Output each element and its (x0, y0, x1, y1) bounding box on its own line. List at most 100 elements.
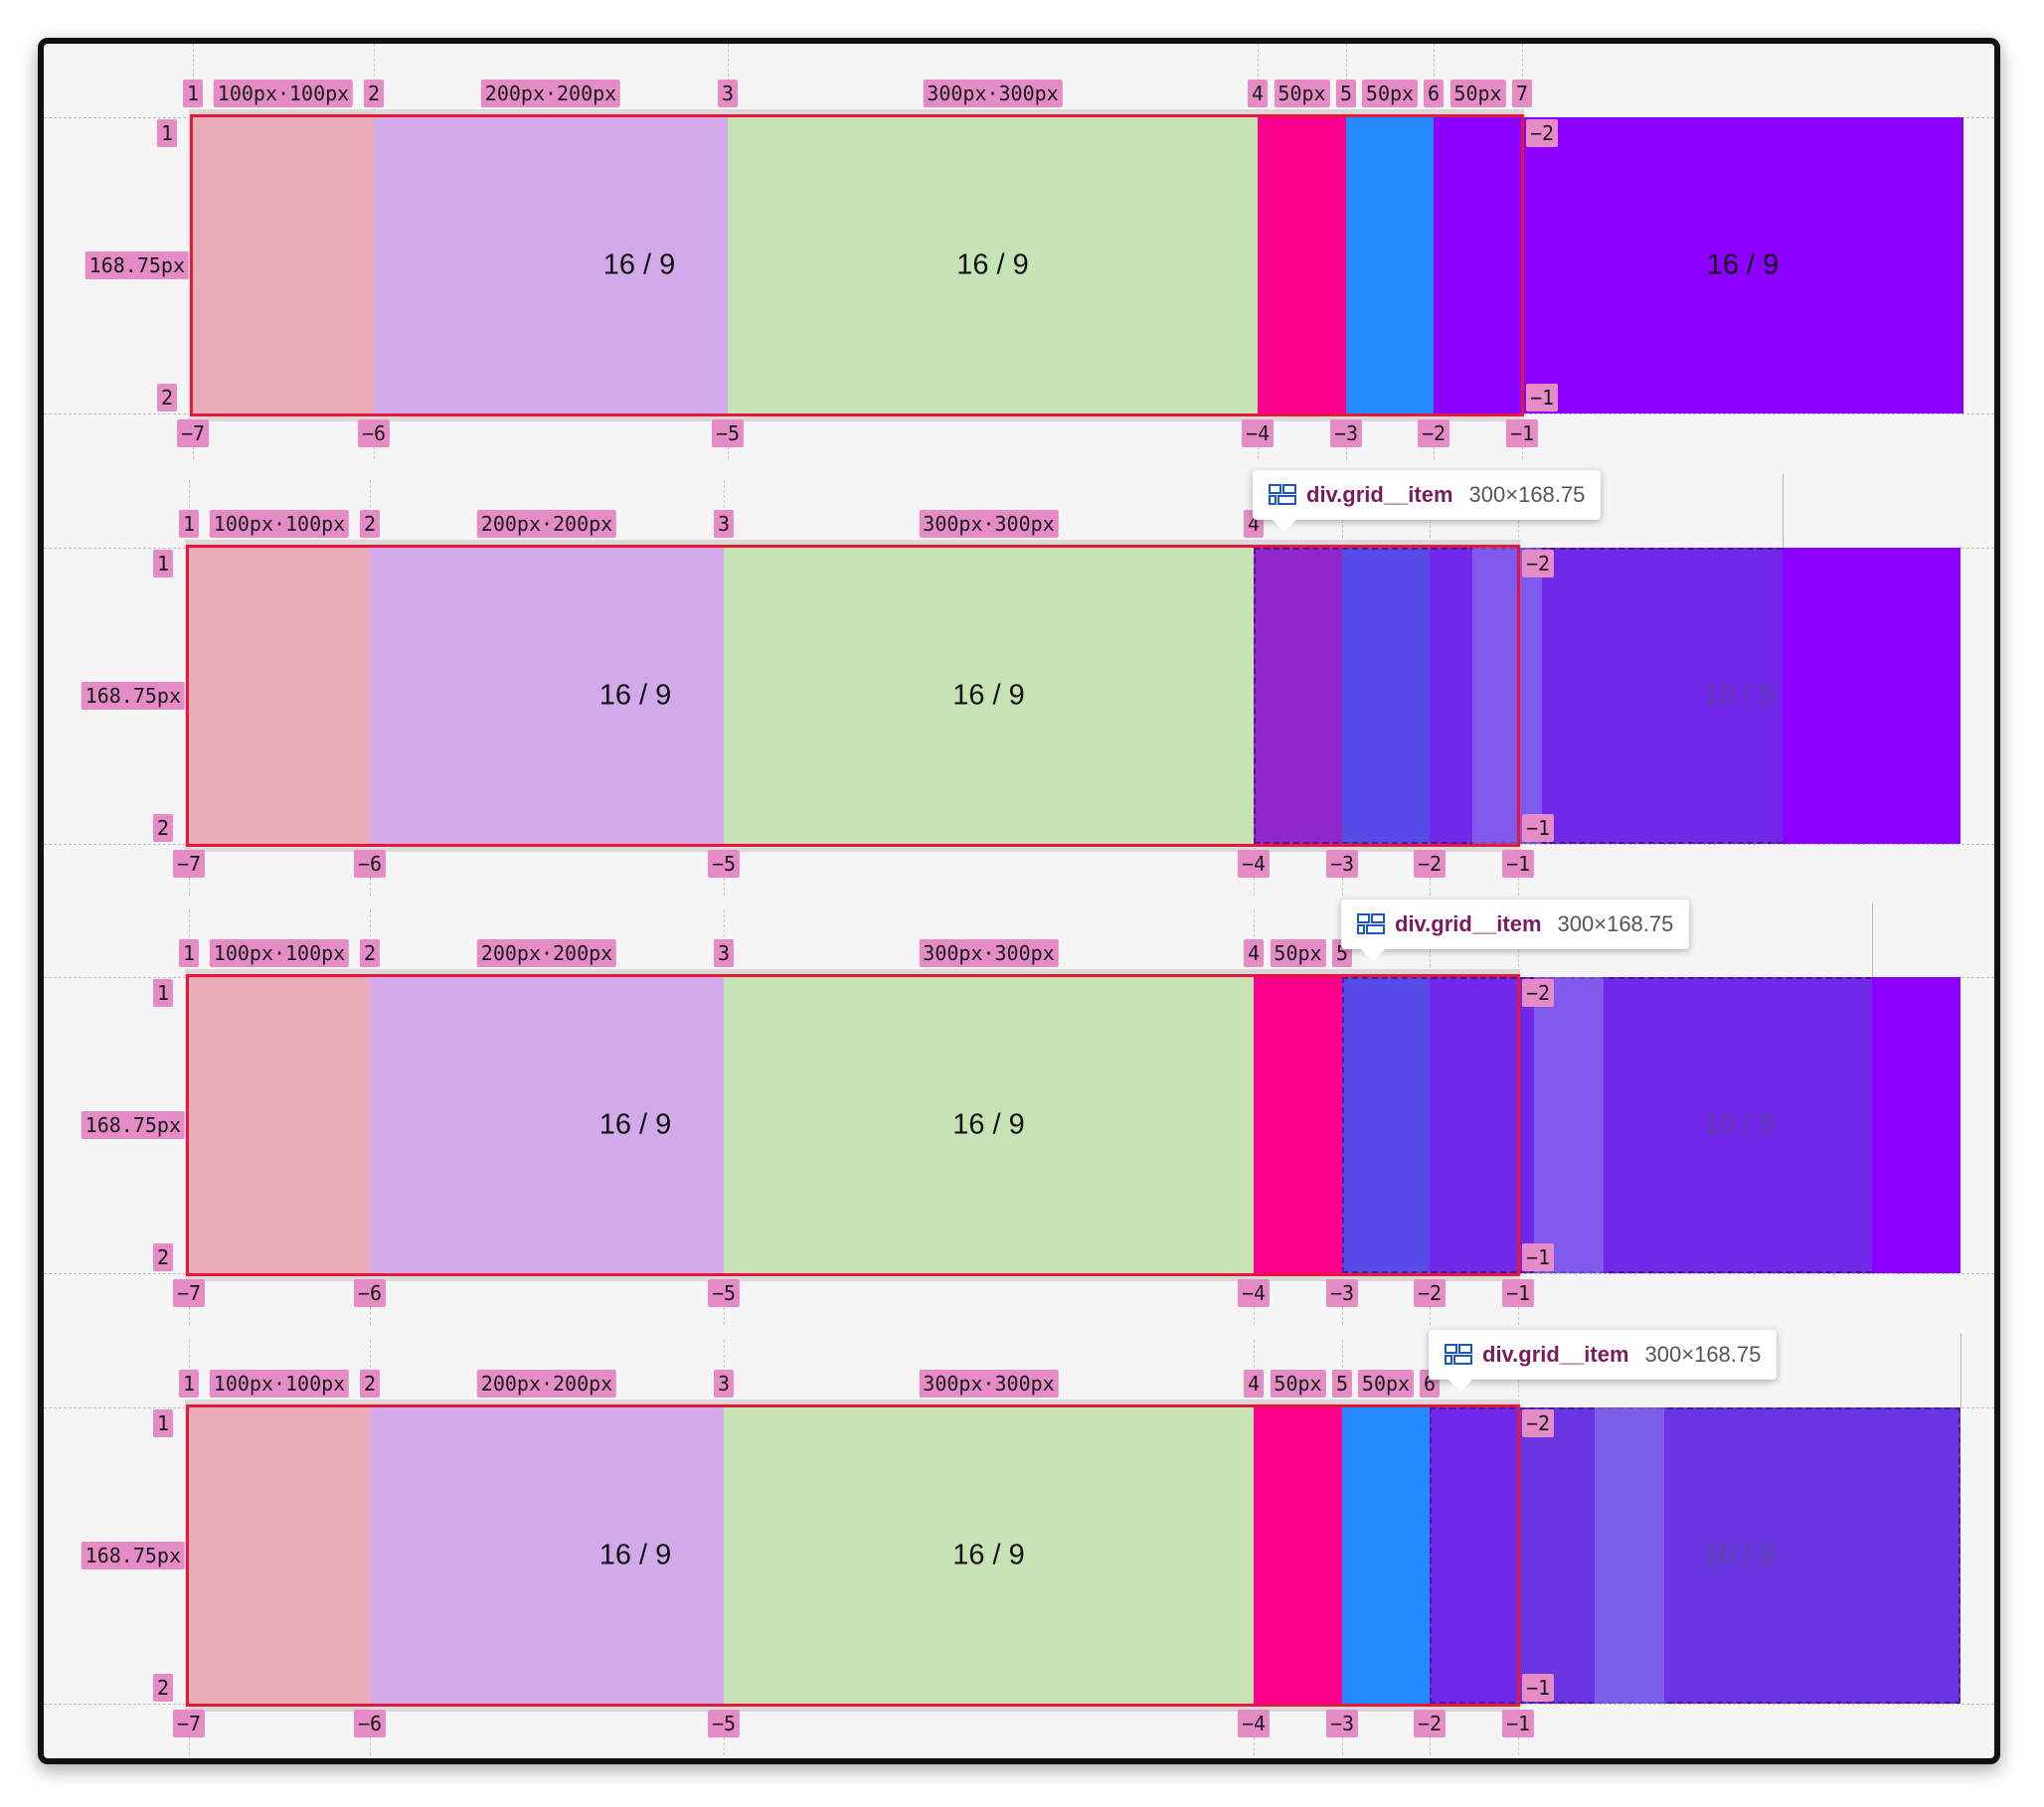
column-line-number: 6 (1423, 80, 1445, 107)
item-ratio-label: 16 / 9 (1703, 1108, 1776, 1141)
column-line-number-negative: −7 (172, 1710, 206, 1737)
track-size-label: 300px·300px (919, 510, 1059, 538)
track-size-label: 300px·300px (919, 939, 1059, 967)
track-size-label: 100px·100px (209, 510, 350, 538)
track-size-label: 50px (1361, 80, 1419, 107)
column-line-number-negative: −4 (1237, 1710, 1271, 1737)
item-ratio-label: 16 / 9 (1703, 679, 1776, 712)
column-line-number: 2 (359, 510, 381, 538)
tooltip-guide (1872, 904, 1873, 977)
grid-item-col3[interactable] (724, 977, 1254, 1273)
element-info-tooltip: div.grid__item 300×168.75 (1341, 900, 1690, 961)
track-size-label: 100px·100px (213, 80, 354, 107)
column-line-number-negative: −2 (1413, 1279, 1447, 1307)
column-line-number-negative: −5 (707, 850, 741, 878)
grid-item-col2[interactable] (374, 117, 728, 413)
grid-item-col1[interactable] (189, 977, 370, 1273)
item-ratio-label: 16 / 9 (598, 1108, 672, 1141)
tooltip-dimensions: 300×168.75 (1468, 482, 1586, 507)
grid-item-col2[interactable] (370, 548, 724, 844)
grid-layout-icon (1269, 484, 1296, 506)
track-size-label: 50px (1357, 1370, 1415, 1397)
implicit-grid-item-visible (1872, 977, 1960, 1273)
column-line-number: 1 (182, 80, 204, 107)
track-size-label: 200px·200px (476, 939, 617, 967)
tooltip-guide (1960, 1334, 1961, 1407)
overlay-gap-band (1534, 977, 1604, 1273)
track-size-label: 50px (1270, 939, 1326, 967)
column-line-number-negative: −3 (1325, 850, 1359, 878)
track-size-label: 50px (1274, 80, 1330, 107)
column-line-number-negative: −7 (172, 850, 206, 878)
item-ratio-label: 16 / 9 (1706, 248, 1780, 281)
grid-item-col4[interactable] (1258, 117, 1346, 413)
column-line-number: 4 (1243, 939, 1265, 967)
row-line-number: 1 (153, 550, 174, 577)
row-line-number-negative: −1 (1522, 1674, 1555, 1702)
implicit-grid-item[interactable] (1522, 117, 1963, 413)
column-line-number-negative: −3 (1325, 1710, 1359, 1737)
row-line-number-negative: −2 (1522, 550, 1555, 577)
tooltip-selector: div.grid__item (1482, 1342, 1629, 1367)
grid-item-col2[interactable] (370, 1407, 724, 1704)
column-line-number: 5 (1331, 1370, 1353, 1397)
grid-item-col3[interactable] (724, 548, 1254, 844)
row-line-number-negative: −2 (1526, 119, 1559, 147)
tooltip-arrow (1273, 520, 1296, 532)
row-size-label: 168.75px (81, 1542, 185, 1569)
row-line-number: 2 (157, 384, 178, 411)
item-ratio-label: 16 / 9 (952, 679, 1025, 712)
tooltip-selector: div.grid__item (1395, 911, 1542, 936)
tooltip-selector: div.grid__item (1306, 482, 1453, 507)
grid-item-col3[interactable] (724, 1407, 1254, 1704)
column-line-number: 3 (713, 1370, 735, 1397)
column-line-number: 1 (178, 939, 200, 967)
item-ratio-label: 16 / 9 (952, 1108, 1025, 1141)
item-ratio-label: 16 / 9 (1703, 1539, 1776, 1571)
column-line-number-negative: −2 (1413, 1710, 1447, 1737)
column-line-number-negative: −1 (1501, 1710, 1535, 1737)
overlay-gap-band (1595, 1407, 1664, 1704)
grid-item-col1[interactable] (193, 117, 374, 413)
grid-item-col4[interactable] (1254, 977, 1342, 1273)
column-line-number-negative: −7 (176, 419, 210, 447)
track-size-label: 200px·200px (476, 510, 617, 538)
grid-item-col4[interactable] (1254, 1407, 1342, 1704)
grid-item-col5[interactable] (1342, 1407, 1430, 1704)
column-line-number-negative: −7 (172, 1279, 206, 1307)
row-line-number: 1 (157, 119, 178, 147)
row-line-number-negative: −1 (1522, 1243, 1555, 1271)
column-line-number: 4 (1243, 1370, 1265, 1397)
grid-item-col1[interactable] (189, 1407, 370, 1704)
track-size-label: 50px (1270, 1370, 1326, 1397)
column-line-number: 2 (363, 80, 385, 107)
tooltip-arrow (1448, 1380, 1472, 1392)
grid-item-col1[interactable] (189, 548, 370, 844)
track-size-label: 100px·100px (209, 1370, 350, 1397)
grid-item-col3[interactable] (728, 117, 1258, 413)
element-info-tooltip: div.grid__item 300×168.75 (1253, 470, 1602, 532)
track-size-label: 300px·300px (919, 1370, 1059, 1397)
implicit-grid-item-visible (1783, 548, 1960, 844)
column-line-number-negative: −6 (353, 850, 387, 878)
grid-container-outline (186, 545, 1520, 847)
grid-item-col5[interactable] (1346, 117, 1434, 413)
item-ratio-label: 16 / 9 (598, 679, 672, 712)
row-line-number-negative: −2 (1522, 1409, 1555, 1437)
column-line-number-negative: −5 (707, 1279, 741, 1307)
column-line-number-negative: −3 (1329, 419, 1363, 447)
grid-item-col6[interactable] (1434, 117, 1522, 413)
grid-container-outline (190, 114, 1524, 416)
item-ratio-label: 16 / 9 (602, 248, 676, 281)
grid-item-col2[interactable] (370, 977, 724, 1273)
column-line-number-negative: −1 (1505, 419, 1539, 447)
hovered-item-overlay (1342, 977, 1960, 1273)
grid-container-outline (186, 974, 1520, 1276)
column-line-number: 3 (713, 939, 735, 967)
column-line-number: 4 (1247, 80, 1269, 107)
track-size-label: 200px·200px (476, 1370, 617, 1397)
column-line-number: 2 (359, 1370, 381, 1397)
column-line-number-negative: −4 (1241, 419, 1275, 447)
row-line-number-negative: −1 (1522, 814, 1555, 842)
column-line-number-negative: −6 (353, 1710, 387, 1737)
